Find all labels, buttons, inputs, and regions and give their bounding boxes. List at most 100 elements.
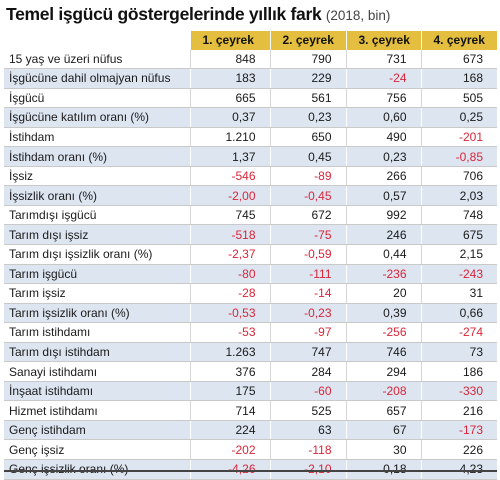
header-q4: 4. çeyrek bbox=[420, 31, 497, 50]
cell-q1: -28 bbox=[189, 283, 270, 304]
table-row: Tarım işsizlik oranı (%) -0,53 -0,23 0,39 0,… bbox=[4, 303, 497, 324]
cell-q3: 0,57 bbox=[345, 185, 421, 206]
cell-q3: 0,18 bbox=[345, 459, 421, 480]
row-label: İnşaat istihdamı bbox=[4, 381, 190, 402]
title-subtitle: (2018, bin) bbox=[325, 8, 391, 23]
cell-q2: 561 bbox=[269, 88, 346, 109]
cell-q2: 747 bbox=[269, 342, 346, 363]
cell-q2: -0,59 bbox=[269, 244, 346, 265]
header-q3: 3. çeyrek bbox=[345, 31, 421, 50]
table-row: 15 yaş ve üzeri nüfus 848 790 731 673 bbox=[4, 49, 497, 70]
table-row: Genç istihdam 224 63 67 -173 bbox=[4, 420, 497, 441]
cell-q3: 30 bbox=[345, 439, 421, 461]
cell-q3: 294 bbox=[345, 361, 421, 382]
row-label: İstihdam bbox=[4, 127, 190, 148]
cell-q4: 505 bbox=[420, 88, 497, 109]
table-row: Tarım dışı işsizlik oranı (%) -2,37 -0,59 0… bbox=[4, 244, 497, 265]
cell-q4: 2,03 bbox=[420, 185, 497, 206]
cell-q4: -173 bbox=[420, 420, 497, 441]
row-label: Tarım istihdamı bbox=[4, 322, 190, 343]
cell-q2: -14 bbox=[269, 283, 346, 304]
cell-q4: -201 bbox=[420, 127, 497, 148]
table-row: Genç işsiz -202 -118 30 226 bbox=[4, 439, 497, 461]
row-label: Genç işsizlik oranı (%) bbox=[4, 459, 190, 480]
row-label: Genç işsiz bbox=[4, 439, 190, 461]
cell-q4: 31 bbox=[420, 283, 497, 304]
cell-q2: 0,23 bbox=[269, 107, 346, 128]
table-row: İşgücü 665 561 756 505 bbox=[4, 88, 497, 109]
row-label: Hizmet istihdamı bbox=[4, 400, 190, 421]
row-label: Genç istihdam bbox=[4, 420, 190, 441]
cell-q1: 175 bbox=[189, 381, 270, 402]
cell-q3: 20 bbox=[345, 283, 421, 304]
table-row: Genç işsizlik oranı (%)-4,26-2,100,184,2… bbox=[4, 459, 497, 480]
cell-q1: -53 bbox=[189, 322, 270, 343]
cell-q4: 673 bbox=[420, 49, 497, 70]
cell-q3: 490 bbox=[345, 127, 421, 148]
row-label: İşgücüne katılım oranı (%) bbox=[4, 107, 190, 128]
cell-q1: 1.263 bbox=[189, 342, 270, 363]
table-row: İnşaat istihdamı 175 -60 -208 -330 bbox=[4, 381, 497, 402]
cell-q3: 0,39 bbox=[345, 303, 421, 324]
table-row: Tarım işsiz -28 -14 20 31 bbox=[4, 283, 497, 304]
cell-q4: 706 bbox=[420, 166, 497, 187]
cell-q1: 848 bbox=[189, 49, 270, 70]
row-label: İşsiz bbox=[4, 166, 190, 187]
cell-q2: 672 bbox=[269, 205, 346, 226]
table-row: Hizmet istihdamı 714 525 657 216 bbox=[4, 400, 497, 421]
cell-q3: 0,44 bbox=[345, 244, 421, 265]
cell-q2: 790 bbox=[269, 49, 346, 70]
cell-q1: 1,37 bbox=[189, 146, 270, 167]
cell-q4: -330 bbox=[420, 381, 497, 402]
cell-q1: 1.210 bbox=[189, 127, 270, 148]
row-label: Tarım işsiz bbox=[4, 283, 190, 304]
row-label: İstihdam oranı (%) bbox=[4, 146, 190, 167]
cell-q3: 246 bbox=[345, 224, 421, 246]
cell-q4: 226 bbox=[420, 439, 497, 461]
cell-q1: 183 bbox=[189, 68, 270, 89]
cell-q2: -0,23 bbox=[269, 303, 346, 324]
cell-q2: -60 bbox=[269, 381, 346, 402]
cell-q4: -0,85 bbox=[420, 146, 497, 167]
cell-q1: -80 bbox=[189, 264, 270, 285]
header-corner bbox=[4, 31, 190, 50]
table-row: Tarım dışı işsiz -518 -75 246 675 bbox=[4, 224, 497, 246]
table-row: Tarım istihdamı -53 -97 -256 -274 bbox=[4, 322, 497, 343]
row-label: İşgücüne dahil olmajyan nüfus bbox=[4, 68, 190, 89]
row-label: Sanayi istihdamı bbox=[4, 361, 190, 382]
cell-q3: 756 bbox=[345, 88, 421, 109]
cell-q1: 745 bbox=[189, 205, 270, 226]
cell-q4: 675 bbox=[420, 224, 497, 246]
cell-q3: 731 bbox=[345, 49, 421, 70]
cell-q2: -97 bbox=[269, 322, 346, 343]
cell-q2: 525 bbox=[269, 400, 346, 421]
cell-q4: 73 bbox=[420, 342, 497, 363]
table-body: 15 yaş ve üzeri nüfus 848 790 731 673 İşgücün… bbox=[4, 49, 497, 480]
cell-q3: 992 bbox=[345, 205, 421, 226]
cell-q4: 168 bbox=[420, 68, 497, 89]
table-row: Tarım dışı istihdam 1.263 747 746 73 bbox=[4, 342, 497, 363]
table-row: Tarım işgücü -80 -111 -236 -243 bbox=[4, 264, 497, 285]
row-label: 15 yaş ve üzeri nüfus bbox=[4, 49, 190, 70]
cell-q1: -2,37 bbox=[189, 244, 270, 265]
table-row: İstihdam oranı (%) 1,37 0,45 0,23 -0,85 bbox=[4, 146, 497, 167]
cell-q1: -202 bbox=[189, 439, 270, 461]
table-row: İşgücüne dahil olmajyan nüfus 183 229 -24 16… bbox=[4, 68, 497, 89]
cell-q4: 216 bbox=[420, 400, 497, 421]
cell-q1: -2,00 bbox=[189, 185, 270, 206]
row-label: Tarım dışı işsizlik oranı (%) bbox=[4, 244, 190, 265]
row-label: Tarım dışı işsiz bbox=[4, 224, 190, 246]
cell-q4: -243 bbox=[420, 264, 497, 285]
row-label: Tarım işgücü bbox=[4, 264, 190, 285]
table-row: İşgücüne katılım oranı (%) 0,37 0,23 0,60 0,… bbox=[4, 107, 497, 128]
cell-q4: 0,25 bbox=[420, 107, 497, 128]
cell-q1: -546 bbox=[189, 166, 270, 187]
table-row: İşsiz -546 -89 266 706 bbox=[4, 166, 497, 187]
title-main: Temel işgücü göstergelerinde yıllık fark bbox=[6, 4, 322, 24]
cell-q1: -4,26 bbox=[189, 459, 270, 480]
cell-q2: -111 bbox=[269, 264, 346, 285]
cell-q2: 0,45 bbox=[269, 146, 346, 167]
table-row: İşsizlik oranı (%) -2,00 -0,45 0,57 2,03 bbox=[4, 185, 497, 206]
row-label: Tarım dışı istihdam bbox=[4, 342, 190, 363]
header-row: 1. çeyrek 2. çeyrek 3. çeyrek 4. çeyrek bbox=[4, 31, 497, 50]
